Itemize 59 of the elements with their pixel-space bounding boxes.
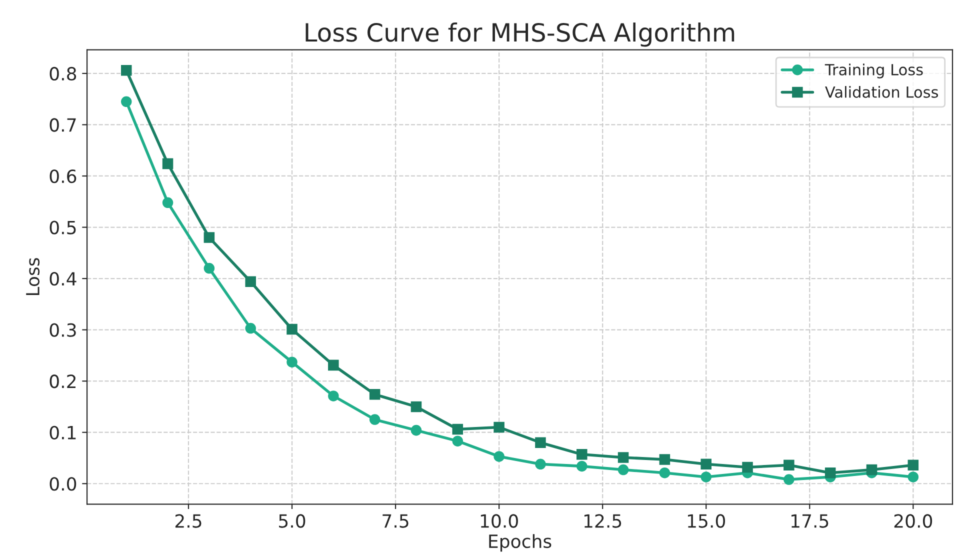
point xyxy=(784,460,794,471)
x-tick-label: 7.5 xyxy=(382,514,408,528)
point xyxy=(908,472,919,482)
point xyxy=(204,232,215,243)
point xyxy=(700,458,712,470)
point xyxy=(576,460,588,472)
point xyxy=(618,452,629,463)
point xyxy=(452,436,464,446)
y-tick-label: 0.3 xyxy=(50,323,76,337)
x-tick-label: 5.0 xyxy=(279,514,306,528)
point xyxy=(576,449,588,460)
point xyxy=(410,401,422,412)
y-axis-title: Loss xyxy=(26,258,40,296)
y-tick-label: 0.6 xyxy=(50,169,76,184)
point xyxy=(162,197,174,208)
y-tick-label: 0.5 xyxy=(50,220,76,234)
y-tick-label: 0.0 xyxy=(50,477,76,491)
point xyxy=(659,467,670,478)
x-axis-title: Epochs xyxy=(489,534,552,552)
point xyxy=(784,474,794,485)
y-tick-label: 0.4 xyxy=(50,272,76,286)
point xyxy=(204,262,215,274)
point xyxy=(700,472,712,482)
point xyxy=(866,464,878,476)
point xyxy=(369,389,380,400)
y-tick-label: 0.7 xyxy=(50,118,76,132)
point xyxy=(120,96,132,108)
point xyxy=(535,458,546,470)
point xyxy=(286,324,298,335)
point xyxy=(245,276,256,287)
point xyxy=(494,422,504,433)
point xyxy=(369,414,380,425)
point xyxy=(452,424,464,435)
point xyxy=(659,454,670,465)
legend-label: Validation Loss xyxy=(825,86,938,98)
point xyxy=(410,424,422,436)
x-tick-label: 20.0 xyxy=(894,514,932,528)
point xyxy=(328,360,339,371)
legend-label: Training Loss xyxy=(824,64,923,78)
point xyxy=(245,322,256,334)
point xyxy=(494,451,504,462)
point xyxy=(908,460,919,471)
x-tick-label: 17.5 xyxy=(792,514,828,528)
point xyxy=(535,437,546,448)
y-tick-label: 0.1 xyxy=(50,426,76,440)
point xyxy=(328,390,339,402)
y-tick-label: 0.8 xyxy=(50,66,76,81)
chart-title: Loss Curve for MHS-SCA Algorithm xyxy=(306,22,734,47)
point xyxy=(824,467,836,478)
point xyxy=(120,64,132,76)
y-tick-label: 0.2 xyxy=(50,374,76,388)
x-tick-label: 12.5 xyxy=(584,514,622,528)
point xyxy=(162,158,174,170)
x-tick-label: 15.0 xyxy=(688,514,726,528)
point xyxy=(286,356,298,368)
point xyxy=(742,462,753,473)
x-tick-label: 2.5 xyxy=(175,514,202,528)
point xyxy=(618,464,629,476)
x-tick-label: 10.0 xyxy=(480,514,518,528)
